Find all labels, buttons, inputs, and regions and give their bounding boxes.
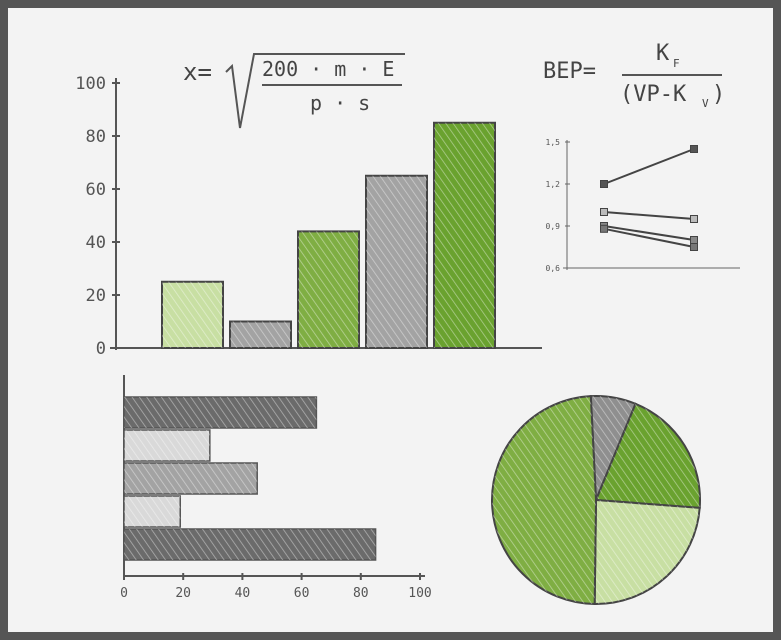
series-line xyxy=(603,225,695,241)
bar-hatch xyxy=(124,496,181,527)
formula-left-lhs: x= xyxy=(183,58,212,86)
formula-right-numerator: K xyxy=(656,41,670,66)
y-tick-label: 0,6 xyxy=(546,264,561,273)
series-line xyxy=(603,227,695,248)
x-tick-label: 100 xyxy=(408,586,431,601)
bar-hatch xyxy=(434,122,495,348)
bar-hatch xyxy=(124,529,376,560)
y-tick-label: 100 xyxy=(75,74,106,94)
formula-left-denominator: p · s xyxy=(310,91,370,115)
bar-hatch xyxy=(162,281,223,348)
pie-slice-hatch xyxy=(594,500,700,604)
y-tick-label: 80 xyxy=(86,127,106,147)
series-line xyxy=(603,148,695,185)
sqrt-sign-icon xyxy=(225,53,405,129)
bar-hatch xyxy=(230,321,291,348)
pie-slice-hatch xyxy=(596,403,700,508)
series-point xyxy=(600,208,608,216)
y-tick-label: 60 xyxy=(86,180,106,200)
bar-hatch xyxy=(366,175,427,348)
vertical-bar-chart: 0 20 40 60 80 100 xyxy=(75,74,542,359)
series-point xyxy=(690,145,698,153)
pie-slice-hatch xyxy=(590,396,636,500)
y-tick-label: 1,2 xyxy=(546,180,561,189)
formula-right-denominator-sub: V xyxy=(702,97,709,110)
series-point xyxy=(600,224,608,233)
series-point xyxy=(690,215,698,223)
bar-hatch xyxy=(124,430,210,461)
x-tick-label: 80 xyxy=(353,586,369,601)
series-line xyxy=(603,211,695,220)
horizontal-bar-chart: 0 20 40 60 80 100 xyxy=(120,375,432,601)
pie-chart xyxy=(491,395,701,606)
y-tick-label: 20 xyxy=(86,286,106,306)
bar-hatch xyxy=(124,463,258,494)
series-point xyxy=(600,180,608,188)
x-tick-label: 0 xyxy=(120,586,128,601)
bar-hatch xyxy=(298,231,359,348)
x-tick-label: 20 xyxy=(175,586,191,601)
bar-hatch xyxy=(124,397,317,428)
formula-right-numerator-sub: F xyxy=(673,57,680,70)
formula-right-lhs: BEP= xyxy=(543,59,596,84)
formula-economic-order-quantity: x= 200 · m · E p · s xyxy=(183,53,405,129)
formula-break-even-point: BEP= K F (VP-K V ) xyxy=(543,41,725,110)
y-tick-label: 0 xyxy=(96,339,106,359)
formula-right-denominator: (VP-K xyxy=(620,82,687,107)
series-point xyxy=(690,243,698,251)
x-tick-label: 60 xyxy=(294,586,310,601)
formula-left-numerator: 200 · m · E xyxy=(262,57,394,81)
small-line-chart: 0,6 0,9 1,2 1,5 xyxy=(546,138,740,273)
y-tick-label: 1,5 xyxy=(546,138,561,147)
formula-right-denominator-close: ) xyxy=(712,82,725,107)
series-point xyxy=(690,236,698,244)
x-tick-label: 40 xyxy=(235,586,251,601)
pie-slice-hatch xyxy=(491,396,596,604)
y-tick-label: 40 xyxy=(86,233,106,253)
y-tick-label: 0,9 xyxy=(546,222,561,231)
